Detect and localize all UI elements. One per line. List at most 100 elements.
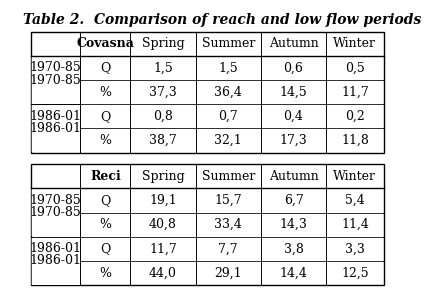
Polygon shape <box>261 261 326 285</box>
Polygon shape <box>81 128 130 153</box>
Polygon shape <box>130 32 196 56</box>
Text: Table 2.  Comparison of reach and low flow periods: Table 2. Comparison of reach and low flo… <box>24 13 421 27</box>
Polygon shape <box>261 237 326 261</box>
Text: 0,2: 0,2 <box>345 110 365 123</box>
Text: 37,3: 37,3 <box>149 86 177 99</box>
Text: 36,4: 36,4 <box>214 86 242 99</box>
Text: 3,3: 3,3 <box>345 242 365 255</box>
Text: 1986-01: 1986-01 <box>29 122 81 135</box>
Polygon shape <box>31 213 81 237</box>
Polygon shape <box>196 104 261 128</box>
Polygon shape <box>196 237 261 261</box>
Polygon shape <box>81 80 130 104</box>
Polygon shape <box>81 164 130 188</box>
Polygon shape <box>130 213 196 237</box>
Text: 5,4: 5,4 <box>345 194 365 207</box>
Polygon shape <box>31 188 81 213</box>
Text: 44,0: 44,0 <box>149 266 177 280</box>
Text: 1,5: 1,5 <box>218 61 238 75</box>
Polygon shape <box>261 128 326 153</box>
Polygon shape <box>130 188 196 213</box>
Polygon shape <box>196 56 261 80</box>
Text: 14,5: 14,5 <box>279 86 307 99</box>
Text: Q: Q <box>100 110 111 123</box>
Polygon shape <box>81 104 130 128</box>
Polygon shape <box>31 80 81 104</box>
Text: Autumn: Autumn <box>269 37 318 50</box>
Text: 38,7: 38,7 <box>149 134 177 147</box>
Text: Spring: Spring <box>142 170 184 183</box>
Text: %: % <box>99 218 111 231</box>
Polygon shape <box>130 56 196 80</box>
Text: Covasna: Covasna <box>77 37 134 50</box>
Text: Q: Q <box>100 194 111 207</box>
Polygon shape <box>31 237 80 285</box>
Polygon shape <box>261 188 326 213</box>
Polygon shape <box>31 237 81 261</box>
Text: 12,5: 12,5 <box>341 266 369 280</box>
Polygon shape <box>31 164 81 188</box>
Text: %: % <box>99 86 111 99</box>
Polygon shape <box>130 104 196 128</box>
Polygon shape <box>196 80 261 104</box>
Polygon shape <box>130 128 196 153</box>
Polygon shape <box>31 105 80 152</box>
Polygon shape <box>326 104 384 128</box>
Text: 14,3: 14,3 <box>279 218 307 231</box>
Text: %: % <box>99 266 111 280</box>
Polygon shape <box>326 80 384 104</box>
Polygon shape <box>31 104 81 128</box>
Polygon shape <box>31 261 81 285</box>
Polygon shape <box>81 188 130 213</box>
Polygon shape <box>196 261 261 285</box>
Polygon shape <box>261 213 326 237</box>
Text: 11,7: 11,7 <box>149 242 177 255</box>
Text: 0,8: 0,8 <box>153 110 173 123</box>
Polygon shape <box>326 56 384 80</box>
Polygon shape <box>261 32 326 56</box>
Polygon shape <box>196 32 261 56</box>
Text: %: % <box>99 134 111 147</box>
Polygon shape <box>196 164 261 188</box>
Text: 1970-85: 1970-85 <box>30 73 81 87</box>
Polygon shape <box>130 237 196 261</box>
Text: Winter: Winter <box>333 170 376 183</box>
Polygon shape <box>326 261 384 285</box>
Text: 3,8: 3,8 <box>283 242 303 255</box>
Text: Q: Q <box>100 61 111 75</box>
Polygon shape <box>130 80 196 104</box>
Text: Summer: Summer <box>202 37 255 50</box>
Text: 1970-85: 1970-85 <box>30 194 81 207</box>
Polygon shape <box>196 213 261 237</box>
Polygon shape <box>81 237 130 261</box>
Text: 0,6: 0,6 <box>283 61 303 75</box>
Polygon shape <box>326 32 384 56</box>
Polygon shape <box>261 56 326 80</box>
Text: 1986-01: 1986-01 <box>29 110 81 123</box>
Polygon shape <box>261 164 326 188</box>
Text: Summer: Summer <box>202 170 255 183</box>
Text: 11,7: 11,7 <box>341 86 369 99</box>
Text: 32,1: 32,1 <box>214 134 242 147</box>
Text: 11,8: 11,8 <box>341 134 369 147</box>
Text: 0,7: 0,7 <box>218 110 238 123</box>
Text: Reci: Reci <box>90 170 121 183</box>
Polygon shape <box>196 128 261 153</box>
Polygon shape <box>31 189 80 236</box>
Polygon shape <box>196 188 261 213</box>
Polygon shape <box>326 164 384 188</box>
Polygon shape <box>130 261 196 285</box>
Text: 1,5: 1,5 <box>153 61 173 75</box>
Text: Winter: Winter <box>333 37 376 50</box>
Text: 19,1: 19,1 <box>149 194 177 207</box>
Text: 15,7: 15,7 <box>214 194 242 207</box>
Text: 14,4: 14,4 <box>279 266 307 280</box>
Polygon shape <box>31 128 81 153</box>
Text: 1970-85: 1970-85 <box>30 206 81 219</box>
Text: 6,7: 6,7 <box>283 194 303 207</box>
Polygon shape <box>326 237 384 261</box>
Polygon shape <box>130 164 196 188</box>
Polygon shape <box>261 104 326 128</box>
Text: Q: Q <box>100 242 111 255</box>
Polygon shape <box>31 56 81 80</box>
